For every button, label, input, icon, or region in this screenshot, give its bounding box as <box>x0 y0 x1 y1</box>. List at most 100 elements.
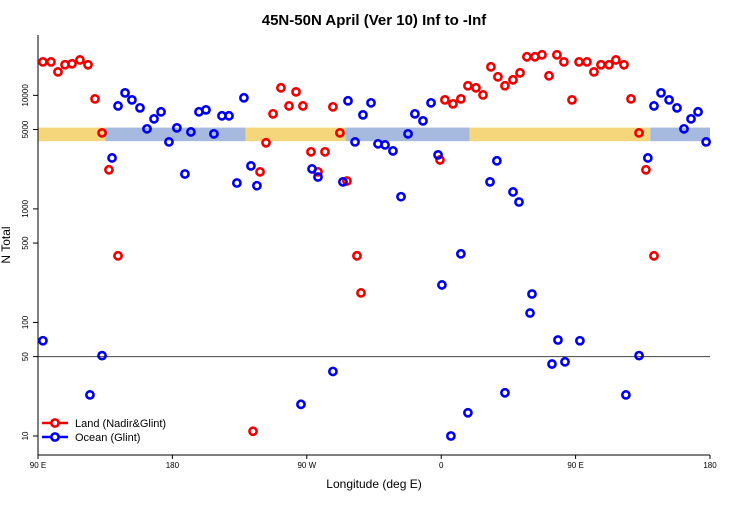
point <box>232 178 242 188</box>
point <box>686 113 696 124</box>
point <box>149 113 159 124</box>
point <box>120 87 130 98</box>
point <box>664 94 674 105</box>
point <box>252 180 262 191</box>
point <box>418 115 428 126</box>
y-tick-label: 5000 <box>21 120 30 138</box>
point <box>672 102 682 113</box>
point <box>486 61 496 72</box>
point <box>186 127 196 137</box>
point <box>388 146 398 156</box>
point <box>410 108 420 119</box>
y-tick-label: 10 <box>21 431 30 440</box>
x-tick-label: 90 E <box>30 461 46 470</box>
chart-title: 45N-50N April (Ver 10) Inf to -Inf <box>262 12 487 29</box>
point <box>514 197 524 207</box>
legend-marker <box>50 418 60 428</box>
point <box>239 92 249 103</box>
point <box>209 128 219 139</box>
point <box>547 359 557 369</box>
point <box>471 82 481 93</box>
point <box>356 288 366 298</box>
point <box>492 155 502 166</box>
point <box>649 101 659 111</box>
point <box>604 59 614 70</box>
point <box>619 59 629 70</box>
point <box>307 164 317 174</box>
point <box>343 95 353 106</box>
point <box>135 102 145 113</box>
point <box>552 49 562 60</box>
y-tick-label: 10000 <box>21 84 30 107</box>
point <box>559 57 569 67</box>
point <box>268 108 278 119</box>
point <box>328 101 338 112</box>
point <box>641 164 651 175</box>
point <box>358 109 368 120</box>
point <box>426 97 436 108</box>
point <box>350 137 360 147</box>
point <box>508 74 518 85</box>
point <box>448 98 458 109</box>
band-segment <box>105 127 246 142</box>
point <box>500 387 510 398</box>
point <box>611 55 621 65</box>
point <box>456 248 466 259</box>
point <box>463 80 473 91</box>
y-tick-label: 50 <box>21 352 30 361</box>
point <box>679 123 689 134</box>
point <box>656 87 666 98</box>
point <box>575 335 585 346</box>
point <box>527 289 537 299</box>
point <box>97 127 107 138</box>
y-tick-label: 500 <box>21 236 30 250</box>
point <box>255 166 265 177</box>
point <box>276 82 286 93</box>
band-segment <box>38 127 106 142</box>
point <box>621 390 631 400</box>
band-segment <box>469 127 651 142</box>
point <box>156 106 166 117</box>
x-tick-label: 180 <box>166 461 180 470</box>
point <box>522 51 532 62</box>
point <box>693 106 703 117</box>
point <box>437 280 447 290</box>
y-axis-label: N Total <box>0 226 13 263</box>
point <box>500 80 510 91</box>
point <box>75 55 85 65</box>
point <box>440 94 450 105</box>
point <box>589 66 599 77</box>
y-tick-label: 1000 <box>21 199 30 217</box>
y-tick-label: 100 <box>21 315 30 329</box>
point <box>525 308 535 318</box>
point <box>246 161 256 171</box>
point <box>296 399 306 410</box>
point <box>306 146 316 157</box>
point <box>493 71 503 82</box>
point <box>164 137 174 147</box>
point <box>83 59 93 70</box>
point <box>335 127 345 138</box>
point <box>701 137 712 147</box>
point <box>537 49 547 60</box>
point <box>313 172 323 182</box>
legend-label: Land (Nadir&Glint) <box>75 418 166 430</box>
point <box>248 426 258 437</box>
point <box>113 250 123 261</box>
point <box>574 57 584 67</box>
x-tick-label: 90 E <box>567 461 583 470</box>
point <box>328 366 338 377</box>
point <box>113 101 123 111</box>
legend-marker <box>50 432 60 442</box>
point <box>284 101 294 111</box>
point <box>261 137 271 148</box>
point <box>127 94 137 105</box>
point <box>634 350 644 361</box>
point <box>171 122 182 133</box>
point <box>582 57 592 67</box>
point <box>298 101 308 111</box>
point <box>53 66 63 77</box>
point <box>38 335 48 346</box>
point <box>642 153 653 163</box>
